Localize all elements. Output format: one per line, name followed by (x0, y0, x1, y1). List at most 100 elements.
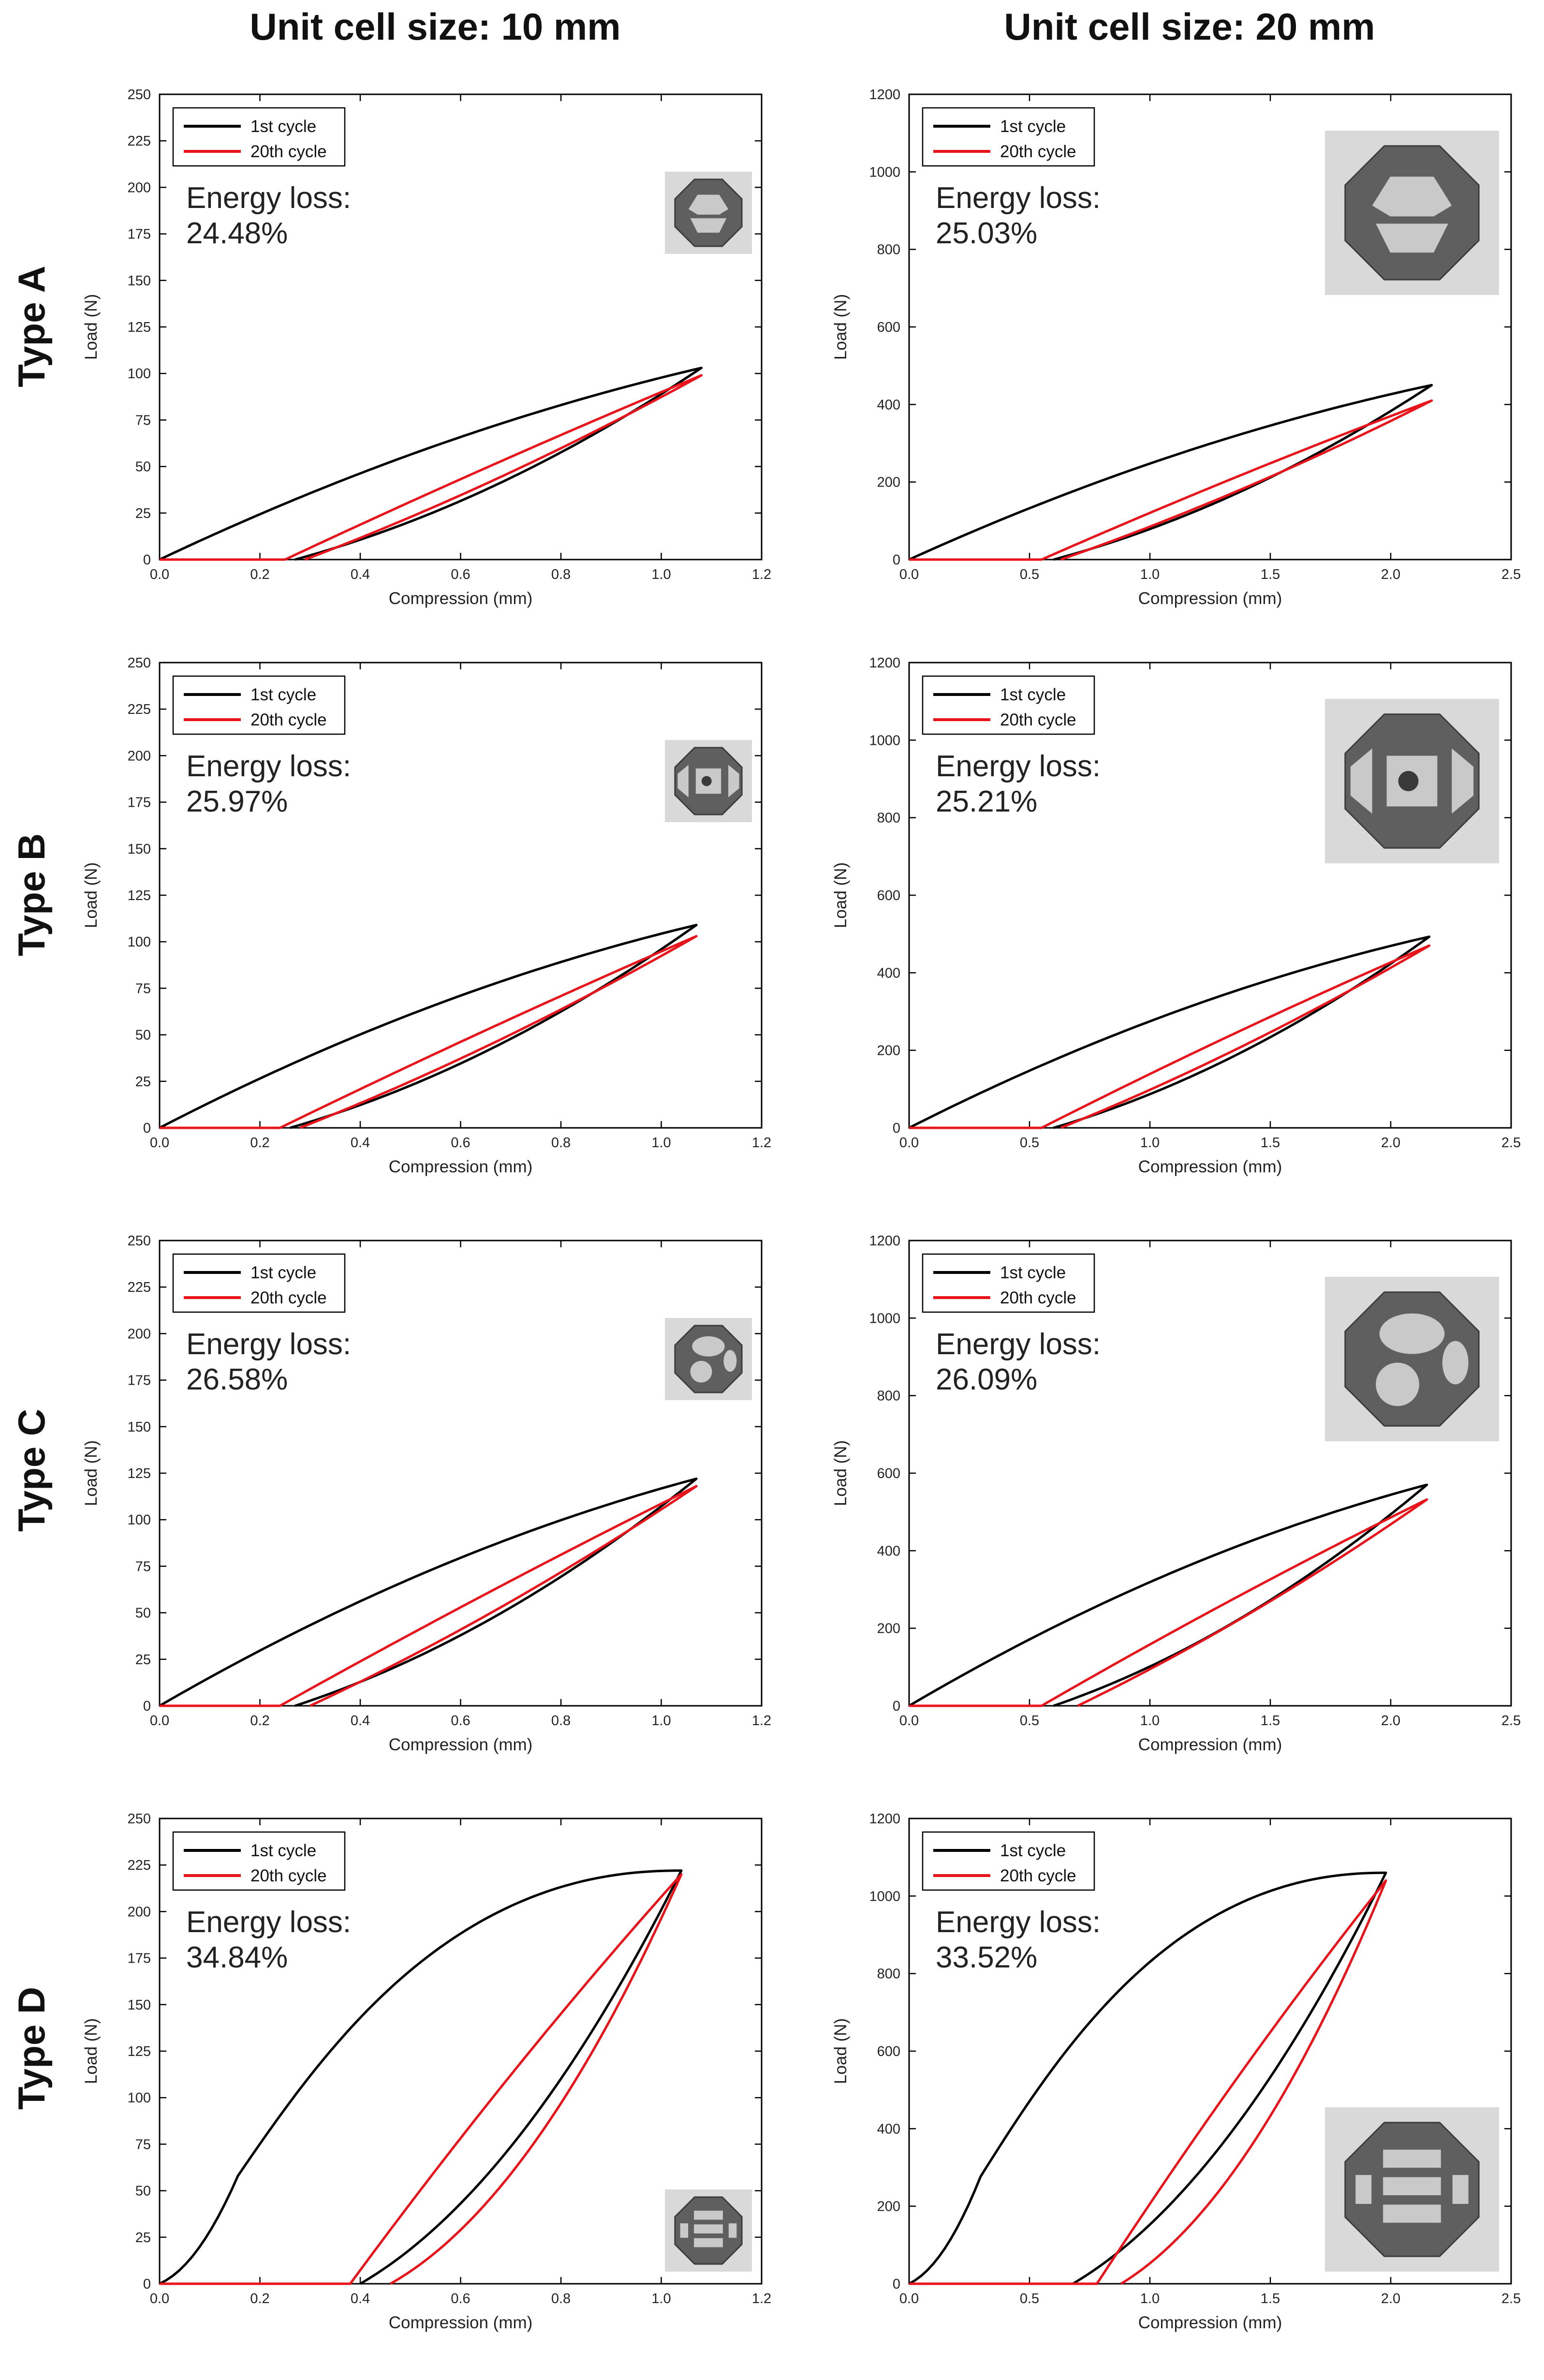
y-tick-label: 200 (128, 1326, 151, 1342)
y-tick-label: 200 (877, 1621, 900, 1637)
x-axis-label: Compression (mm) (1138, 589, 1282, 608)
series-20th-cycle-line (909, 399, 1433, 561)
y-tick-label: 250 (128, 1233, 151, 1249)
x-tick-label: 0.0 (150, 1135, 169, 1151)
x-axis-label: Compression (mm) (1138, 1735, 1282, 1754)
legend-label-20th-cycle: 20th cycle (250, 710, 327, 729)
x-tick-label: 2.0 (1381, 1713, 1400, 1729)
chart-panel-b-10mm: 0.0 0.2 0.4 0.6 0.8 1.0 1.2 0 25 50 75 100 125 150 175… (82, 655, 771, 1176)
series-20th-cycle-line (909, 1498, 1428, 1707)
y-tick-label: 0 (143, 1121, 151, 1136)
x-tick-label: 1.5 (1261, 2291, 1280, 2306)
lattice-photo-hole-d-20mm (1383, 2149, 1441, 2168)
y-axis-label: Load (N) (82, 2018, 101, 2084)
y-tick-label: 25 (135, 506, 151, 521)
y-tick-label: 1200 (869, 1233, 900, 1249)
series-20th-cycle-line (160, 935, 698, 1129)
y-tick-label: 225 (128, 1858, 151, 1873)
x-tick-label: 1.0 (1140, 2291, 1160, 2306)
chart-panel-a-20mm: 0.0 0.5 1.0 1.5 2.0 2.5 0 200 400 600 800 1000 1200 C… (831, 87, 1521, 608)
y-tick-label: 1200 (869, 655, 900, 671)
y-tick-label: 1000 (869, 164, 900, 180)
y-tick-label: 25 (135, 2230, 151, 2246)
y-tick-label: 800 (877, 1389, 900, 1404)
y-tick-label: 175 (128, 795, 151, 811)
energy-loss-value: 34.84% (186, 1941, 288, 1974)
y-tick-label: 400 (877, 965, 900, 981)
y-tick-label: 150 (128, 842, 151, 857)
legend-label-20th-cycle: 20th cycle (1000, 142, 1076, 161)
x-tick-label: 1.5 (1261, 567, 1280, 582)
lattice-photo-hole-a-20mm (1372, 177, 1452, 217)
y-tick-label: 1200 (869, 1811, 900, 1827)
lattice-photo-hole-c-20mm (1376, 1362, 1419, 1406)
series-1st-cycle-line (908, 935, 1431, 1129)
lattice-photo-hole-c-20mm (1379, 1313, 1445, 1354)
x-tick-label: 0.8 (551, 567, 571, 582)
y-tick-label: 600 (877, 888, 900, 903)
y-tick-label: 75 (135, 413, 151, 428)
y-tick-label: 1200 (869, 87, 900, 103)
y-tick-label: 800 (877, 1966, 900, 1982)
x-tick-label: 1.0 (1140, 567, 1160, 582)
x-tick-label: 0.0 (150, 1713, 169, 1729)
x-tick-label: 0.5 (1020, 567, 1039, 582)
x-tick-label: 0.5 (1020, 1713, 1039, 1729)
row-header-type-c: Type C (10, 1409, 53, 1532)
x-tick-label: 0.0 (899, 1713, 919, 1729)
x-tick-label: 0.8 (551, 2291, 571, 2306)
legend-label-1st-cycle: 1st cycle (1000, 1263, 1066, 1282)
energy-loss-label: Energy loss: (936, 1328, 1101, 1361)
legend-box (922, 675, 1095, 735)
y-tick-label: 75 (135, 2137, 151, 2152)
energy-loss-label: Energy loss: (186, 1906, 351, 1939)
y-axis-label: Load (N) (82, 294, 101, 360)
lattice-photo-hole-c-10mm (692, 1336, 725, 1357)
y-tick-label: 1000 (869, 1889, 900, 1904)
series-1st-cycle-line (159, 1869, 683, 2285)
energy-loss-value: 25.97% (186, 785, 288, 818)
y-tick-label: 600 (877, 2044, 900, 2059)
y-tick-label: 1000 (869, 733, 900, 748)
y-tick-label: 250 (128, 1811, 151, 1827)
lattice-photo-hole-b-20mm (1398, 771, 1419, 791)
plot-frame (159, 662, 763, 1129)
series-1st-cycle-line (908, 384, 1433, 561)
energy-loss-value: 24.48% (186, 217, 288, 250)
legend-box (172, 1831, 346, 1891)
legend-label-1st-cycle: 1st cycle (250, 117, 316, 136)
series-20th-cycle-line (160, 1873, 683, 2285)
x-tick-label: 2.5 (1501, 2291, 1521, 2306)
y-axis-label: Load (N) (831, 294, 850, 360)
x-tick-label: 0.4 (351, 1713, 370, 1729)
row-header-type-b: Type B (10, 833, 53, 956)
lattice-photo-hole-b-20mm (1452, 748, 1474, 814)
lattice-photo-hole-d-20mm (1355, 2175, 1372, 2204)
y-tick-label: 200 (128, 180, 151, 195)
lattice-photo-hole-d-20mm (1383, 2204, 1441, 2223)
y-tick-label: 225 (128, 133, 151, 149)
y-tick-label: 0 (143, 1699, 151, 1714)
legend-label-20th-cycle: 20th cycle (1000, 1866, 1076, 1885)
row-header-type-d: Type D (10, 1987, 53, 2110)
y-tick-label: 50 (135, 459, 151, 475)
y-tick-label: 200 (128, 1904, 151, 1920)
x-axis-label: Compression (mm) (389, 2313, 533, 2332)
legend-label-1st-cycle: 1st cycle (250, 1841, 316, 1860)
legend-label-20th-cycle: 20th cycle (250, 1866, 327, 1885)
y-tick-label: 200 (128, 748, 151, 764)
x-axis-label: Compression (mm) (1138, 1157, 1282, 1176)
y-tick-label: 150 (128, 1997, 151, 2013)
lattice-photo-hole-c-10mm (723, 1350, 737, 1372)
x-tick-label: 1.0 (651, 567, 671, 582)
x-axis-label: Compression (mm) (389, 589, 533, 608)
x-tick-label: 0.0 (899, 567, 919, 582)
lattice-photo-hole-d-10mm (694, 2210, 723, 2220)
y-tick-label: 600 (877, 1466, 900, 1481)
series-1st-cycle-line (159, 367, 703, 561)
energy-loss-label: Energy loss: (936, 1906, 1101, 1939)
x-tick-label: 2.5 (1501, 567, 1521, 582)
y-tick-label: 75 (135, 981, 151, 996)
legend-box (922, 107, 1095, 167)
y-tick-label: 225 (128, 702, 151, 717)
